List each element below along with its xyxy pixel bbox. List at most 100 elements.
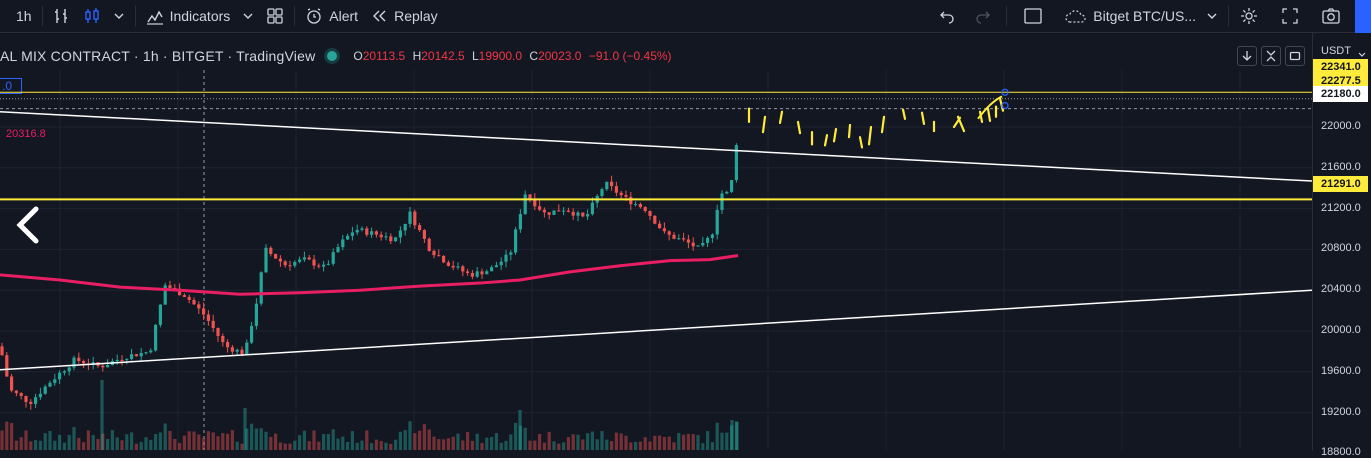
chart-type-dropdown[interactable] [107,0,131,33]
candle-body [658,223,662,229]
candle-body [302,257,306,260]
collapse-icon [1265,50,1277,62]
volume-bar [72,427,76,450]
candle-body [413,211,417,226]
candle-body [389,236,393,242]
volume-bar [610,441,614,450]
volume-bar [475,433,479,450]
volume-bar [293,440,297,450]
price-tick: 20400.0 [1321,283,1361,296]
candle-style-button[interactable] [77,0,107,33]
volume-bar [149,439,153,450]
projection-stroke [880,115,886,134]
chevron-down-icon [242,10,254,22]
volume-bar [5,421,9,450]
volume-bar [53,440,57,450]
redo-icon [974,7,992,25]
projection-stroke [986,107,992,122]
square-icon [1023,7,1043,25]
volume-bar [490,437,494,450]
price-chart[interactable] [0,70,1312,450]
candle-body [566,210,570,212]
candle-body [634,203,638,205]
volume-bar [374,439,378,450]
candle-body [341,239,345,248]
volume-bar [648,441,652,450]
volume-bar [58,434,62,450]
currency-label[interactable]: USDT [1321,45,1351,57]
separator [1228,6,1229,26]
candle-body [365,228,369,235]
price-tick: 19200.0 [1321,405,1361,418]
price-tick: 19600.0 [1321,364,1361,377]
price-axis[interactable]: USDT 22000.0 21600.0 21200.0 20800.0 20400.0… [1312,33,1371,458]
candle-body [106,365,110,368]
candle-body [230,347,234,352]
indicators-dropdown[interactable] [236,0,260,33]
bar-style-button[interactable] [47,0,77,33]
volume-bar [480,443,484,450]
candle-body [408,211,412,224]
volume-bar [523,427,527,450]
volume-bar [518,425,522,450]
candle-body [394,237,398,242]
candle-body [475,271,479,277]
alert-button[interactable]: Alert [299,0,364,33]
volume-bar [682,434,686,450]
candle-body [571,211,575,216]
layout-button[interactable] [260,0,290,33]
volume-bar [120,440,124,450]
candle-body [139,352,143,357]
candle-body [163,285,167,305]
scroll-down-button[interactable] [1237,46,1257,66]
replay-button[interactable]: Replay [364,0,444,33]
candle-body [701,242,705,246]
candle-body [250,325,254,343]
undo-button[interactable] [932,0,962,33]
candle-body [514,229,518,253]
screenshot-button[interactable] [1315,0,1347,33]
high-key: H [412,49,422,63]
indicators-button[interactable]: Indicators [140,0,237,33]
volume-bar [235,441,239,450]
fullscreen-button[interactable] [1275,0,1305,33]
symbol-search[interactable]: Bitget BTC/US... [1059,0,1224,33]
bar-chart-icon [53,7,71,25]
price-tick: 21200.0 [1321,201,1361,214]
volume-bar [67,434,71,450]
interval-button[interactable]: 1h [0,0,38,33]
redo-button[interactable] [968,0,998,33]
volume-bar [379,440,383,450]
volume-bar [240,443,244,450]
candle-body [283,261,287,266]
volume-bar [403,430,407,450]
candle-body [62,371,66,373]
candle-body [677,238,681,240]
cloud-icon [1065,8,1087,24]
candle-body [322,264,326,267]
volume-bar [250,423,254,450]
settings-button[interactable] [1233,0,1265,33]
volume-bar [19,437,23,450]
maximize-pane-button[interactable] [1285,46,1305,66]
candle-body [278,258,282,262]
lower-trend-line [0,289,1312,371]
back-arrow-button[interactable] [12,205,42,250]
close-key: C [529,49,539,63]
volume-bar [677,432,681,450]
collapse-button[interactable] [1261,46,1281,66]
candle-body [461,266,465,272]
candle-body [710,234,714,238]
volume-bar [634,441,638,450]
publish-button[interactable] [1355,0,1371,33]
candle-body [446,262,450,266]
volume-bar [710,442,714,450]
volume-bar [283,443,287,450]
volume-bar [398,431,402,450]
volume-bar [653,435,657,450]
volume-bar [322,434,326,450]
left-price-label: .0 [0,78,22,94]
fullscreen-mode-button[interactable] [1017,0,1049,33]
volume-bar [38,440,42,450]
volume-bar [230,430,234,450]
